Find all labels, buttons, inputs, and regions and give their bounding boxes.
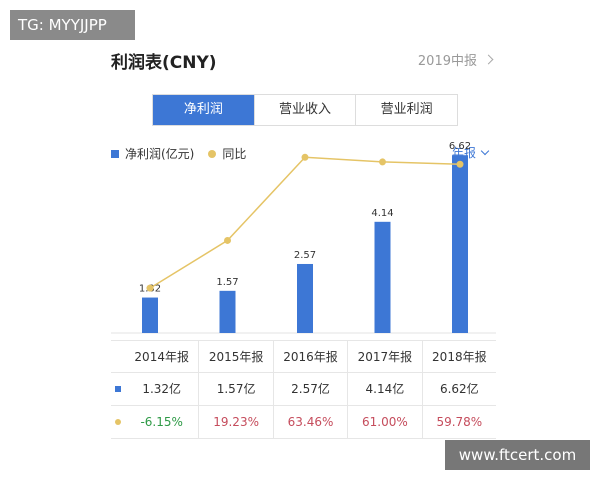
bar [297, 263, 313, 333]
bar-key-icon [115, 386, 121, 392]
table-header-cell: 2017年报 [348, 341, 423, 372]
tab-revenue[interactable]: 营业收入 [255, 95, 357, 125]
watermark-bottom-right: www.ftcert.com [445, 440, 590, 470]
yoy-point [224, 236, 231, 244]
yoy-point [456, 160, 464, 168]
table-row-profit: 1.32亿 1.57亿 2.57亿 4.14亿 6.62亿 [111, 373, 496, 406]
table-header-cell: 2016年报 [274, 341, 349, 372]
table-cell: -6.15% [125, 406, 200, 438]
bar [374, 221, 391, 333]
legend-dot-swatch [208, 149, 217, 158]
yoy-point [301, 153, 309, 161]
tab-net-profit[interactable]: 净利润 [153, 95, 255, 125]
table-cell: 59.78% [436, 415, 483, 429]
dot-key-icon [115, 419, 121, 425]
yoy-point [146, 284, 154, 292]
bar [452, 155, 468, 333]
bar [142, 297, 158, 333]
page-title: 利润表(CNY) [111, 53, 217, 73]
metric-tabs: 净利润 营业收入 营业利润 [152, 94, 458, 126]
legend-line-label: 同比 [222, 147, 247, 161]
watermark-top-left: TG: MYYJJPP [10, 10, 135, 40]
table-cell: 6.62亿 [439, 382, 479, 396]
report-period-link[interactable]: 2019中报 [417, 50, 494, 69]
table-row-yoy: -6.15% 19.23% 63.46% 61.00% 59.78% [111, 406, 496, 439]
chart-legend: 净利润(亿元) 同比 [111, 145, 246, 162]
table-header-cell: 2015年报 [199, 341, 274, 372]
table-cell: 2.57亿 [274, 373, 349, 405]
yoy-point [379, 158, 386, 166]
bar-value-label: 4.14 [371, 208, 393, 219]
table-cell: 19.23% [199, 406, 274, 438]
table-header-row: 2014年报 2015年报 2016年报 2017年报 2018年报 [111, 340, 496, 373]
table-cell: 61.00% [348, 406, 423, 438]
table-header-cell: 2014年报 [125, 341, 200, 372]
bar-value-label: 2.57 [294, 250, 316, 261]
tab-operating-profit[interactable]: 营业利润 [380, 102, 433, 117]
table-cell: 4.14亿 [348, 373, 423, 405]
table-cell: 63.46% [274, 406, 349, 438]
bar [219, 290, 236, 333]
legend-bar-label: 净利润(亿元) [125, 147, 195, 161]
data-table: 2014年报 2015年报 2016年报 2017年报 2018年报 1.32亿… [111, 340, 496, 439]
legend-bar-swatch [111, 149, 119, 158]
table-cell: 1.32亿 [125, 373, 200, 405]
report-period-label: 2019中报 [417, 54, 477, 69]
bar-value-label: 6.62 [449, 141, 471, 152]
table-cell: 1.57亿 [199, 373, 274, 405]
table-header-cell: 2018年报 [432, 350, 487, 364]
bar-value-label: 1.57 [216, 277, 238, 288]
